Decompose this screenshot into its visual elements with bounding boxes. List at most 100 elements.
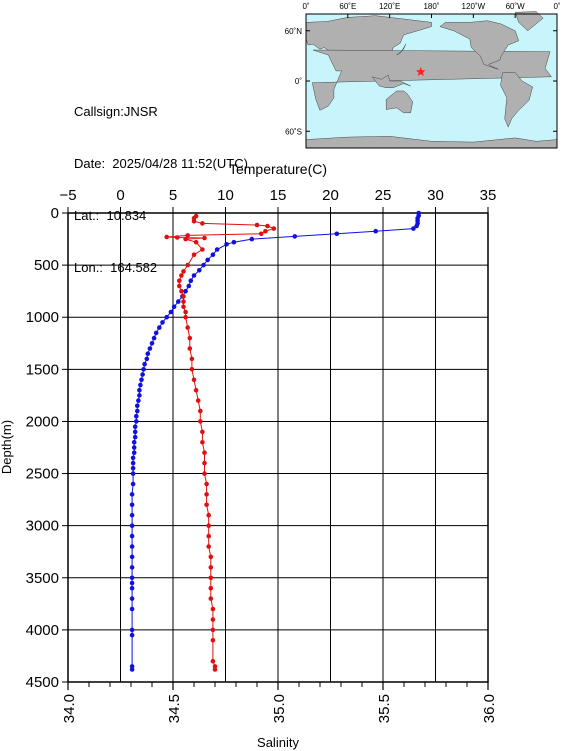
temperature-data-point bbox=[214, 247, 220, 252]
temperature-data-point bbox=[171, 304, 177, 310]
salinity-data-point bbox=[183, 309, 188, 315]
map-landmasses bbox=[305, 11, 558, 149]
temperature-tick-label: 35 bbox=[480, 187, 497, 204]
salinity-tick-label: 34.0 bbox=[61, 694, 78, 723]
temperature-data-point bbox=[186, 283, 192, 289]
salinity-data-point bbox=[206, 544, 211, 549]
temperature-data-point bbox=[292, 234, 298, 239]
depth-tick-label: 3500 bbox=[26, 570, 59, 587]
indonesia-landmass bbox=[371, 74, 411, 88]
temperature-data-point bbox=[130, 466, 136, 471]
temperature-data-point bbox=[129, 667, 135, 672]
temperature-axis-label: Temperature(C) bbox=[229, 161, 327, 177]
temperature-data-point bbox=[134, 413, 139, 419]
temperature-data-point bbox=[201, 262, 206, 268]
temperature-data-point bbox=[153, 330, 159, 336]
salinity-data-point bbox=[181, 304, 186, 310]
temperature-data-point bbox=[132, 424, 138, 430]
depth-tick-label: 2000 bbox=[26, 413, 59, 430]
salinity-data-point bbox=[212, 667, 218, 672]
depth-tick-label: 500 bbox=[34, 257, 59, 274]
salinity-data-point bbox=[208, 575, 214, 581]
temperature-data-point bbox=[129, 585, 135, 591]
salinity-data-point bbox=[193, 387, 199, 393]
temperature-data-point bbox=[157, 325, 162, 330]
salinity-data-point bbox=[208, 554, 214, 560]
temperature-data-point bbox=[135, 403, 140, 409]
temperature-data-point bbox=[129, 502, 135, 508]
temperature-data-point bbox=[129, 544, 135, 549]
north-america-landmass bbox=[439, 20, 520, 70]
temperature-data-point bbox=[176, 299, 181, 304]
temperature-tick-label: 0 bbox=[116, 187, 124, 204]
salinity-data-point bbox=[204, 481, 209, 487]
salinity-data-point bbox=[202, 235, 207, 241]
salinity-data-point bbox=[185, 233, 190, 238]
salinity-data-point bbox=[181, 269, 186, 274]
temperature-data-point bbox=[134, 419, 139, 424]
temperature-data-point bbox=[129, 492, 135, 497]
salinity-data-point bbox=[200, 247, 205, 252]
temperature-data-point bbox=[129, 632, 135, 638]
longitude-text: Lon.: 164.582 bbox=[74, 260, 158, 275]
greenland-landmass bbox=[514, 11, 544, 32]
temperature-data-point bbox=[137, 387, 142, 393]
temperature-data-point bbox=[129, 565, 135, 570]
salinity-data-point bbox=[187, 335, 193, 341]
salinity-data-point bbox=[210, 627, 216, 633]
temperature-tick-label: 5 bbox=[169, 187, 177, 204]
temperature-data-point bbox=[210, 252, 216, 257]
world-map: 0˚ 60˚E 120˚E 180˚ 120˚W 60˚W 0˚ 60˚N 0˚ 60˚S bbox=[285, 2, 561, 149]
salinity-data-point bbox=[191, 377, 197, 383]
map-lon-label: 0˚ bbox=[302, 2, 309, 11]
salinity-data-point bbox=[210, 617, 216, 622]
salinity-data-point bbox=[164, 234, 169, 240]
salinity-data-point bbox=[198, 419, 203, 424]
australia-landmass bbox=[385, 90, 413, 114]
salinity-data-point bbox=[185, 325, 190, 330]
salinity-data-point bbox=[210, 638, 216, 643]
temperature-data-point bbox=[130, 455, 136, 461]
salinity-tick-label: 35.5 bbox=[376, 694, 393, 723]
temperature-data-point bbox=[231, 239, 237, 245]
temperature-data-point bbox=[145, 351, 151, 357]
map-lat-label: 60˚S bbox=[285, 127, 302, 136]
temperature-data-point bbox=[129, 523, 135, 528]
temperature-data-point bbox=[129, 596, 135, 601]
map-lon-label: 120˚E bbox=[379, 2, 400, 11]
salinity-data-point bbox=[258, 231, 264, 237]
temperature-data-point bbox=[249, 236, 255, 242]
depth-tick-label: 3000 bbox=[26, 518, 59, 535]
temperature-data-point bbox=[151, 335, 157, 341]
temperature-data-point bbox=[188, 278, 194, 284]
temperature-data-point bbox=[411, 226, 416, 231]
temperature-data-point bbox=[130, 460, 136, 466]
series-layer bbox=[129, 210, 422, 672]
temperature-tick-label: 25 bbox=[375, 187, 392, 204]
temperature-data-point bbox=[191, 273, 197, 278]
salinity-data-point bbox=[271, 226, 277, 231]
map-lon-label: 0˚ bbox=[553, 2, 560, 11]
map-lon-label: 120˚W bbox=[462, 2, 486, 11]
salinity-data-point bbox=[195, 398, 201, 403]
temperature-tick-label: 10 bbox=[217, 187, 234, 204]
salinity-data-point bbox=[206, 523, 211, 528]
map-axes: 0˚ 60˚E 120˚E 180˚ 120˚W 60˚W 0˚ 60˚N 0˚ 60˚S bbox=[285, 2, 561, 136]
temperature-data-point bbox=[147, 346, 153, 351]
temperature-data-point bbox=[160, 320, 165, 325]
depth-axis-label: Depth(m) bbox=[0, 420, 14, 474]
salinity-data-point bbox=[187, 346, 193, 351]
temperature-data-point bbox=[129, 627, 135, 633]
salinity-data-point bbox=[200, 429, 205, 435]
salinity-data-point bbox=[198, 408, 203, 414]
temperature-data-point bbox=[131, 445, 137, 450]
temperature-data-point bbox=[129, 512, 135, 518]
salinity-data-point bbox=[210, 606, 216, 612]
temperature-data-point bbox=[142, 361, 147, 367]
station-marker-star-icon bbox=[416, 66, 426, 76]
salinity-data-point bbox=[202, 471, 207, 476]
salinity-data-point bbox=[189, 367, 195, 372]
salinity-data-point bbox=[263, 228, 268, 234]
salinity-data-point bbox=[200, 221, 205, 226]
